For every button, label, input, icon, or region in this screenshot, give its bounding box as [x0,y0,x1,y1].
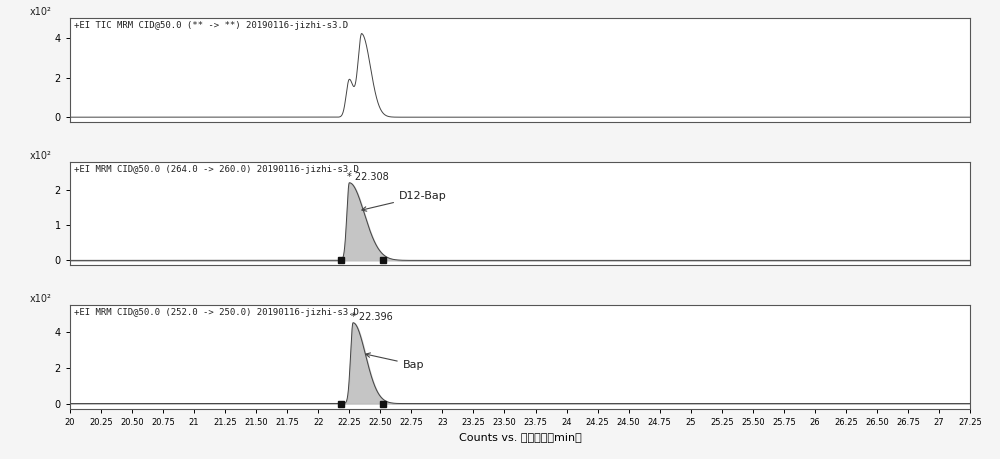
Text: +EI MRM CID@50.0 (252.0 -> 250.0) 20190116-jizhi-s3.D: +EI MRM CID@50.0 (252.0 -> 250.0) 201901… [74,308,359,317]
Text: * 22.396: * 22.396 [351,312,392,322]
Text: +EI MRM CID@50.0 (264.0 -> 260.0) 20190116-jizhi-s3.D: +EI MRM CID@50.0 (264.0 -> 260.0) 201901… [74,165,359,174]
Text: D12-Bap: D12-Bap [362,190,447,211]
Text: x10²: x10² [30,7,51,17]
Text: Bap: Bap [366,353,424,369]
Text: +EI TIC MRM CID@50.0 (** -> **) 20190116-jizhi-s3.D: +EI TIC MRM CID@50.0 (** -> **) 20190116… [74,22,349,30]
Text: x10²: x10² [30,294,51,304]
Text: x10²: x10² [30,151,51,161]
X-axis label: Counts vs. 采集时间（min）: Counts vs. 采集时间（min） [459,432,581,442]
Text: * 22.308: * 22.308 [347,172,389,182]
